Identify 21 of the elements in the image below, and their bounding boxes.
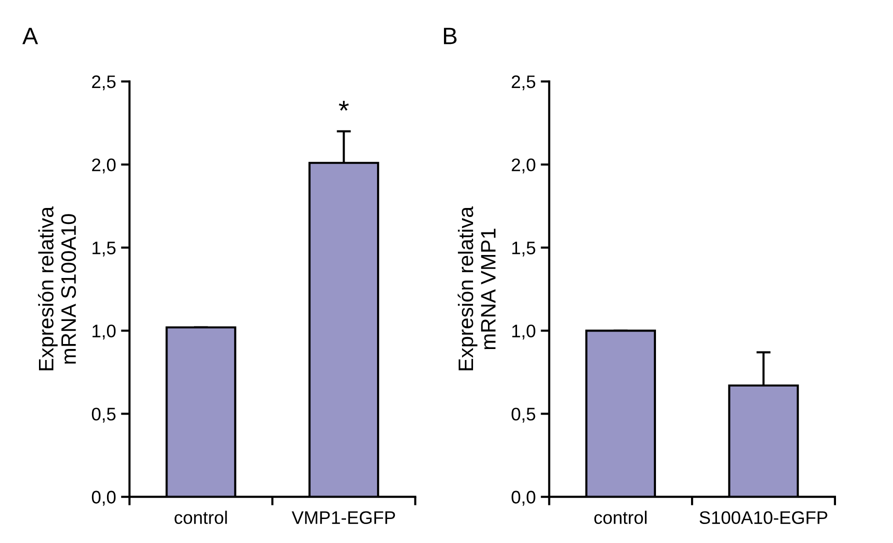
y-tick-label: 2,5 <box>512 75 536 90</box>
x-tick-label: VMP1-EGFP <box>292 511 396 524</box>
chart-title: B <box>444 28 457 44</box>
x-tick-label: control <box>594 510 647 524</box>
chart-title: A <box>22 28 38 44</box>
y-tick-label: 2,5 <box>92 75 116 90</box>
x-tick-label: control <box>174 510 227 524</box>
y-tick-label: 0,5 <box>92 408 116 423</box>
y-tick-label: 1,5 <box>92 242 116 256</box>
x-tick-label: S100A10-EGFP <box>700 511 828 524</box>
y-axis-title: Expresión relativa mRNA S100A10 <box>38 206 76 370</box>
y-tick-label: 0,0 <box>92 490 116 506</box>
y-axis-title: Expresión relativa mRNA VMP1 <box>458 206 496 370</box>
y-tick-label: 0,5 <box>512 408 536 423</box>
y-tick-label: 0,0 <box>512 490 536 506</box>
y-tick-label: 1,0 <box>512 324 536 340</box>
y-tick-label: 1,0 <box>92 324 116 340</box>
y-tick-label: 1,5 <box>512 242 536 256</box>
annotation: * <box>338 100 349 111</box>
y-tick-label: 2,0 <box>512 158 536 174</box>
y-tick-label: 2,0 <box>92 158 116 174</box>
